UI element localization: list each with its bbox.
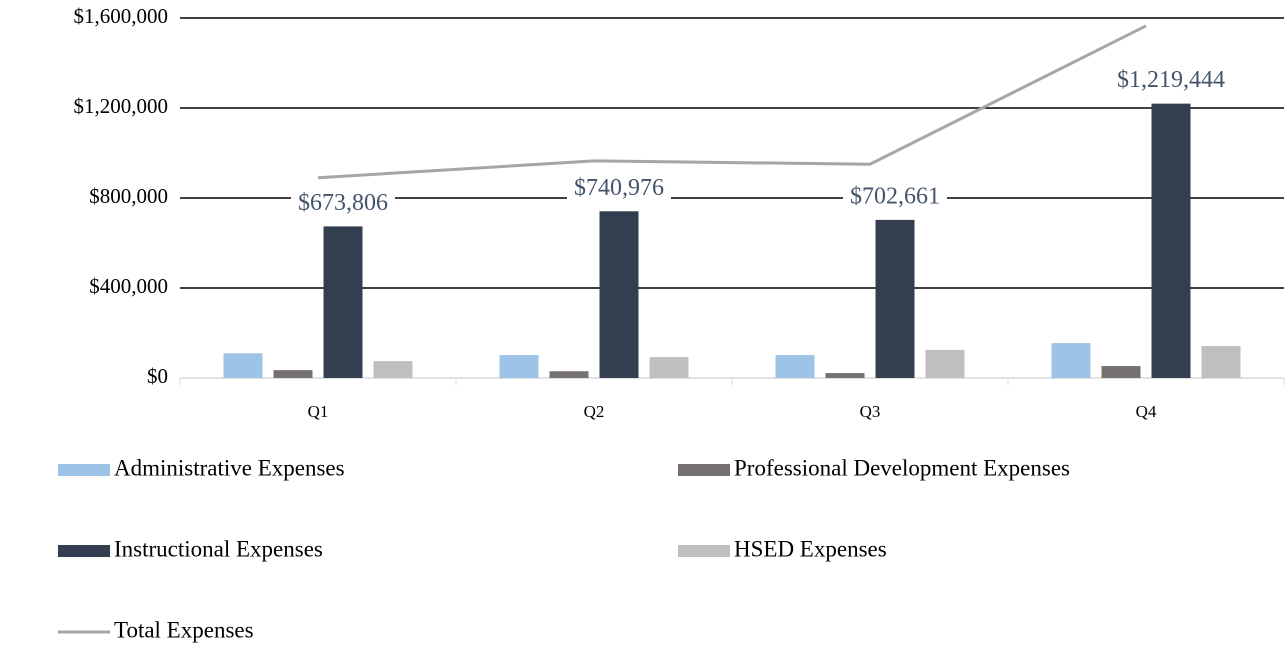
- bar: [549, 371, 589, 378]
- data-label-bg: [843, 181, 947, 212]
- legend-swatch: [678, 545, 730, 557]
- x-tick-label: Q4: [1136, 402, 1157, 421]
- bar: [875, 219, 915, 378]
- data-label: $740,976: [574, 175, 664, 201]
- y-tick-label: $1,200,000: [74, 94, 169, 118]
- x-tick-label: Q1: [308, 402, 329, 421]
- data-label-bg: [291, 188, 395, 219]
- bar: [1151, 103, 1191, 379]
- line: [317, 24, 1147, 180]
- x-tick-label: Q2: [584, 402, 605, 421]
- data-label: $673,806: [298, 190, 388, 216]
- legend-label: HSED Expenses: [734, 536, 887, 561]
- legend-label: Instructional Expenses: [114, 536, 323, 561]
- bar: [649, 357, 689, 378]
- legend-label: Professional Development Expenses: [734, 455, 1070, 480]
- legend-label: Total Expenses: [114, 617, 254, 642]
- bar: [499, 355, 539, 378]
- legend-label: Administrative Expenses: [114, 455, 345, 480]
- data-label-bg: [1107, 65, 1235, 96]
- bar: [1201, 346, 1241, 378]
- bar: [825, 373, 865, 378]
- y-tick-label: $0: [147, 364, 168, 388]
- bar: [1101, 366, 1141, 378]
- bar: [323, 226, 363, 378]
- bar: [223, 353, 263, 378]
- legend-swatch: [678, 464, 730, 476]
- bar: [373, 361, 413, 378]
- bar: [1051, 343, 1091, 378]
- bar: [775, 355, 815, 378]
- legend-swatch: [58, 464, 110, 476]
- data-label: $1,219,444: [1117, 67, 1225, 93]
- y-tick-label: $400,000: [89, 274, 168, 298]
- bar: [273, 370, 313, 378]
- data-label: $702,661: [850, 183, 940, 209]
- y-tick-label: $800,000: [89, 184, 168, 208]
- bar: [925, 349, 965, 378]
- legend-swatch: [58, 545, 110, 557]
- data-label-bg: [567, 173, 671, 204]
- bar: [599, 211, 639, 378]
- x-tick-label: Q3: [860, 402, 881, 421]
- y-tick-label: $1,600,000: [74, 4, 169, 28]
